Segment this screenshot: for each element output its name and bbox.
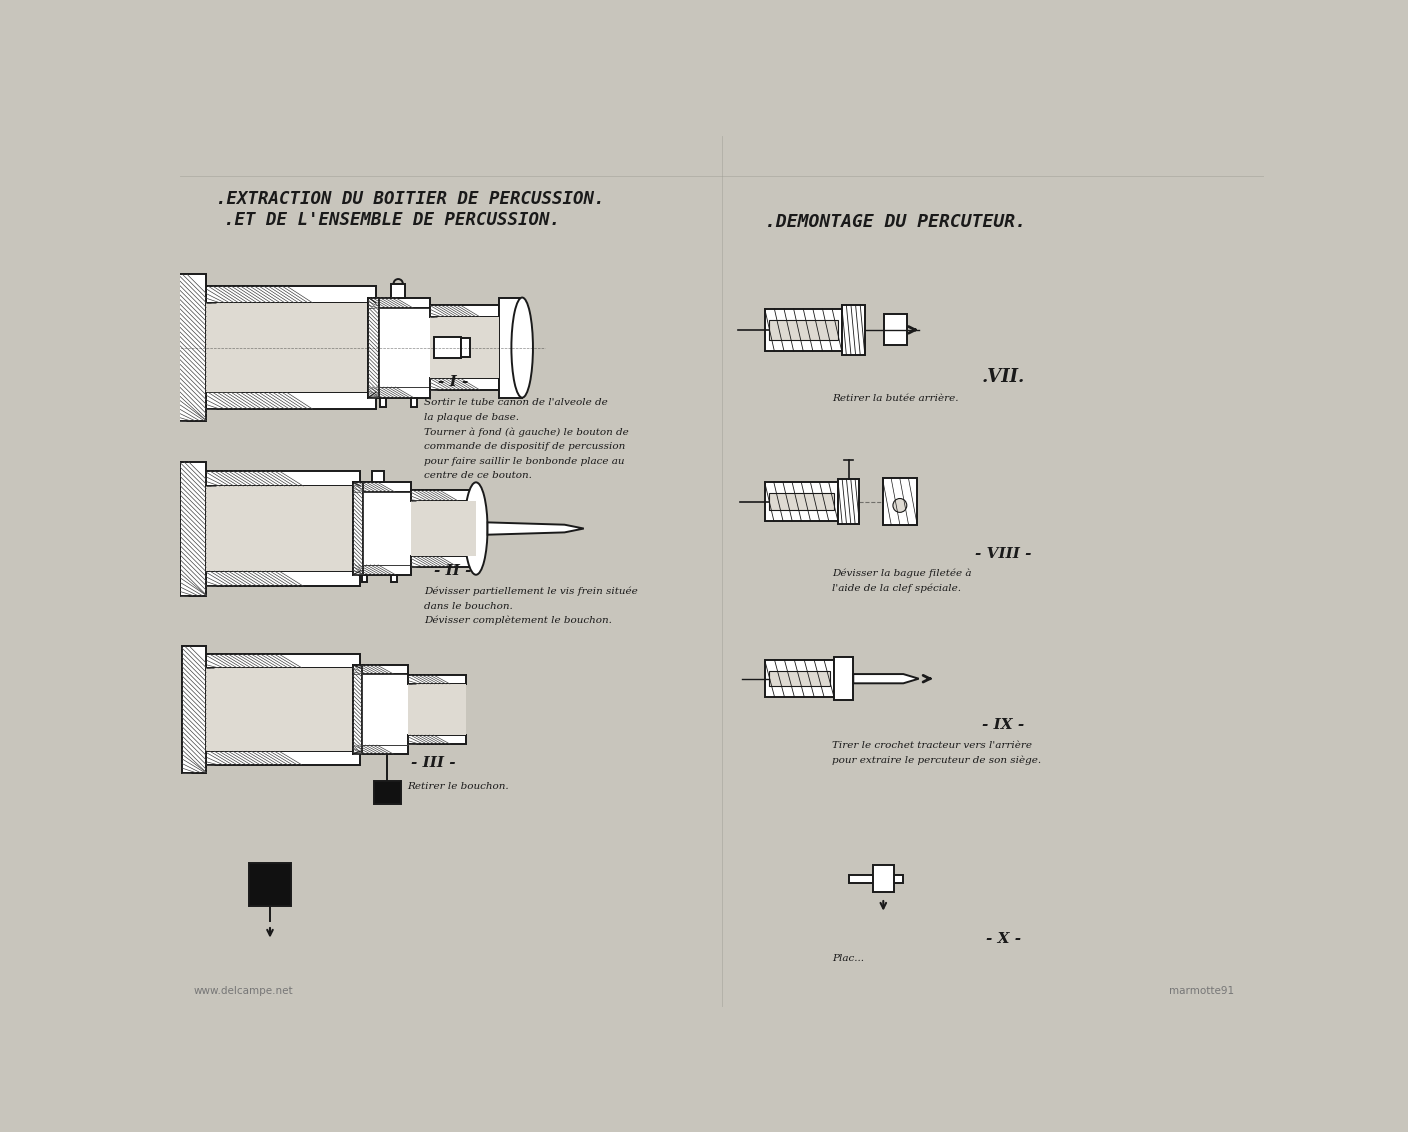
Text: .VII.: .VII.: [981, 368, 1025, 386]
Ellipse shape: [511, 298, 534, 397]
Text: Dévisser la bague filetée à: Dévisser la bague filetée à: [832, 568, 972, 578]
Bar: [429, 317, 498, 378]
Bar: [353, 745, 408, 754]
Bar: [207, 471, 360, 486]
Text: la plaque de base.: la plaque de base.: [424, 413, 520, 422]
Bar: [391, 284, 406, 298]
Text: pour extraire le percuteur de son siège.: pour extraire le percuteur de son siège.: [832, 755, 1042, 764]
Text: centre de ce bouton.: centre de ce bouton.: [424, 472, 532, 480]
Text: .DEMONTAGE DU PERCUTEUR.: .DEMONTAGE DU PERCUTEUR.: [765, 213, 1025, 231]
Bar: [411, 556, 476, 567]
Bar: [207, 303, 376, 393]
Bar: [765, 482, 838, 521]
Text: marmotte91: marmotte91: [1169, 986, 1235, 996]
Bar: [363, 492, 411, 565]
Bar: [353, 565, 411, 575]
Text: - I -: - I -: [438, 375, 467, 389]
Bar: [373, 781, 401, 804]
Ellipse shape: [893, 498, 907, 513]
Bar: [883, 479, 917, 525]
Bar: [249, 864, 291, 906]
Bar: [460, 338, 470, 357]
Bar: [207, 654, 360, 668]
Bar: [353, 482, 363, 575]
Bar: [429, 378, 498, 389]
Text: Sortir le tube canon de l'alveole de: Sortir le tube canon de l'alveole de: [424, 398, 608, 408]
Bar: [842, 305, 865, 355]
Bar: [207, 668, 360, 751]
Bar: [391, 575, 397, 583]
Bar: [408, 675, 466, 684]
Bar: [769, 320, 838, 340]
Bar: [353, 664, 408, 674]
Bar: [765, 660, 834, 697]
Text: Tirer le crochet tracteur vers l'arrière: Tirer le crochet tracteur vers l'arrière: [832, 741, 1032, 751]
Bar: [372, 471, 383, 482]
Bar: [411, 490, 476, 500]
Bar: [769, 671, 831, 686]
Bar: [873, 866, 894, 892]
Bar: [498, 298, 522, 397]
Bar: [884, 315, 907, 345]
Bar: [408, 735, 466, 744]
Ellipse shape: [465, 482, 487, 575]
Text: .EXTRACTION DU BOITIER DE PERCUSSION.: .EXTRACTION DU BOITIER DE PERCUSSION.: [217, 189, 605, 207]
Bar: [411, 500, 476, 556]
Bar: [177, 274, 207, 421]
Bar: [411, 397, 417, 406]
Bar: [353, 482, 411, 492]
Bar: [434, 337, 460, 359]
Text: Plac...: Plac...: [832, 954, 865, 963]
Text: Retirer le bouchon.: Retirer le bouchon.: [407, 782, 508, 791]
Text: Dévisser complètement le bouchon.: Dévisser complètement le bouchon.: [424, 616, 612, 625]
Polygon shape: [487, 522, 584, 534]
Bar: [367, 298, 429, 308]
Bar: [207, 303, 239, 393]
Bar: [834, 658, 853, 701]
Bar: [207, 393, 376, 409]
Text: Tourner à fond (à gauche) le bouton de: Tourner à fond (à gauche) le bouton de: [424, 427, 629, 437]
Bar: [180, 462, 207, 595]
Bar: [207, 571, 360, 586]
Text: www.delcampe.net: www.delcampe.net: [193, 986, 293, 996]
Bar: [765, 309, 842, 351]
Polygon shape: [853, 674, 918, 684]
Text: - II -: - II -: [434, 564, 472, 577]
Bar: [362, 575, 367, 583]
Bar: [429, 306, 498, 317]
Text: - X -: - X -: [986, 932, 1021, 946]
Bar: [408, 684, 466, 735]
Bar: [182, 646, 207, 773]
Text: commande de dispositif de percussion: commande de dispositif de percussion: [424, 443, 625, 452]
Bar: [353, 664, 362, 754]
Bar: [207, 286, 376, 303]
Text: pour faire saillir le bonbonde place au: pour faire saillir le bonbonde place au: [424, 457, 625, 466]
Text: - VIII -: - VIII -: [976, 547, 1032, 560]
Text: .ET DE L'ENSEMBLE DE PERCUSSION.: .ET DE L'ENSEMBLE DE PERCUSSION.: [224, 212, 560, 229]
Text: dans le bouchon.: dans le bouchon.: [424, 601, 513, 610]
Bar: [367, 387, 429, 397]
Bar: [379, 308, 429, 387]
Text: Dévisser partiellement le vis frein située: Dévisser partiellement le vis frein situ…: [424, 586, 638, 595]
Text: l'aide de la clef spéciale.: l'aide de la clef spéciale.: [832, 583, 962, 593]
Bar: [207, 751, 360, 765]
Text: Retirer la butée arrière.: Retirer la butée arrière.: [832, 394, 959, 403]
Bar: [362, 674, 408, 745]
Bar: [367, 298, 379, 397]
Bar: [838, 479, 859, 524]
Bar: [207, 486, 360, 571]
Bar: [380, 397, 386, 406]
Bar: [849, 875, 904, 883]
Bar: [769, 494, 834, 511]
Text: - III -: - III -: [411, 756, 456, 770]
Text: - IX -: - IX -: [983, 718, 1025, 731]
